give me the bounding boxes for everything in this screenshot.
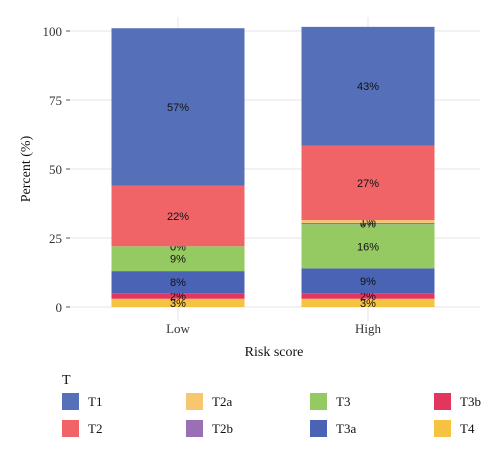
bar-segment-t2b-high [301,222,435,225]
y-tick-label: 25 [49,231,62,246]
data-label: 9% [360,276,376,288]
legend-label: T3 [336,394,350,409]
data-label: 57% [167,102,189,114]
bar-segment-t3a-high [301,268,435,294]
bar-segment-t2-high [301,145,435,221]
data-label: 9% [170,254,186,266]
x-tick-label: High [355,321,382,336]
bar-segment-t4-high [301,298,435,307]
bar-segment-t4-low [111,298,245,307]
y-axis-title: Percent (%) [19,135,34,202]
legend-title: T [62,373,71,388]
legend-swatch-t2b [186,420,203,437]
legend-label: T2b [212,421,233,436]
bar-segment-t3-high [301,224,435,269]
x-axis-title: Risk score [245,345,304,360]
legend-label: T4 [460,421,475,436]
y-tick-label: 100 [43,24,63,39]
data-label: 8% [170,277,186,289]
bar-segment-t1-high [301,26,435,146]
data-label: 2% [170,291,186,303]
bar-segment-t2a-high [301,220,435,223]
data-label: 16% [357,241,379,253]
bar-segment-t3-low [111,246,245,272]
bar-segment-t3b-low [111,293,245,299]
legend-swatch-t1 [62,393,79,410]
bar-segment-t2-low [111,185,245,247]
legend-swatch-t3b [434,393,451,410]
legend-label: T2a [212,394,232,409]
legend-label: T2 [88,421,102,436]
legend-label: T3b [460,394,481,409]
bar-segment-t1-low [111,28,245,186]
y-tick-label: 50 [49,162,62,177]
data-label: 3% [170,298,186,310]
legend-swatch-t4 [434,420,451,437]
y-tick-label: 75 [49,93,62,108]
data-label: 3% [360,298,376,310]
x-tick-label: Low [166,321,190,336]
data-label: 27% [357,178,379,190]
bar-segment-t3a-low [111,271,245,294]
data-label: 22% [167,211,189,223]
legend-swatch-t2 [62,420,79,437]
legend-swatch-t3 [310,393,327,410]
bar-segment-t3b-high [301,293,435,299]
legend-label: T3a [336,421,356,436]
y-tick-label: 0 [56,300,63,315]
legend-label: T1 [88,394,102,409]
data-label: 2% [360,291,376,303]
legend-swatch-t3a [310,420,327,437]
data-label: 43% [357,81,379,93]
legend-swatch-t2a [186,393,203,410]
